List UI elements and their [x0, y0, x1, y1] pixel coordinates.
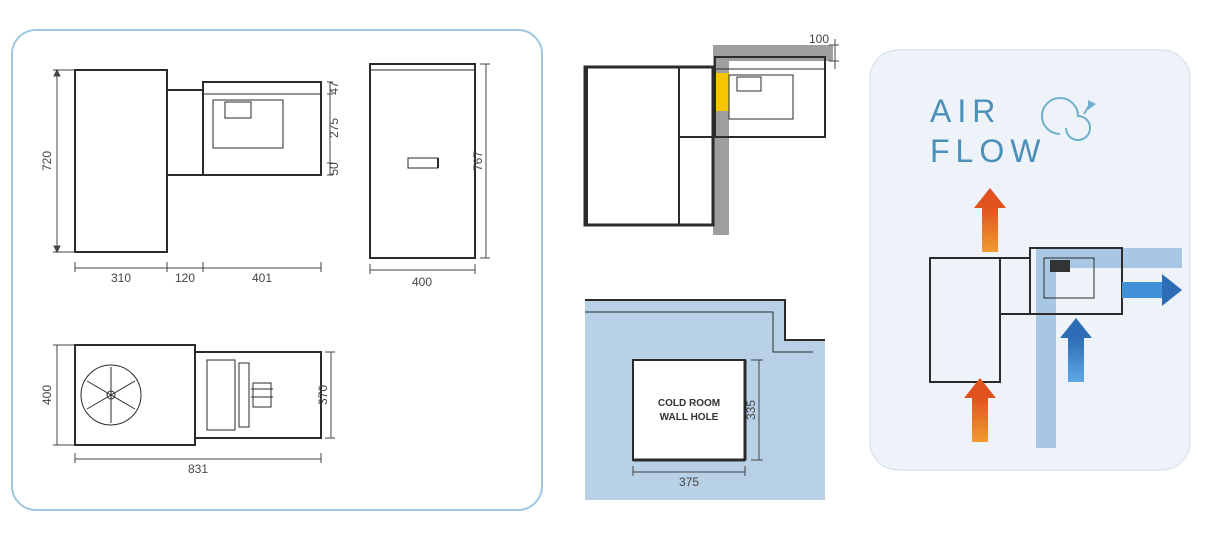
elevation-side: 720 47 275 50 310 120 401: [40, 70, 341, 285]
dim-310: 310: [111, 271, 131, 285]
dim-831: 831: [188, 462, 208, 476]
dim-720: 720: [40, 151, 54, 171]
dim-400-tv: 400: [40, 385, 54, 405]
airflow-panel: AIR FLOW: [870, 50, 1190, 470]
dim-335: 335: [744, 400, 758, 420]
dim-50: 50: [327, 162, 341, 176]
airflow-title-2: FLOW: [930, 133, 1046, 169]
coldroom-label-2: WALL HOLE: [660, 412, 719, 423]
dim-400: 400: [412, 275, 432, 289]
dim-370: 370: [316, 385, 330, 405]
coldroom-label-1: COLD ROOM: [658, 398, 720, 409]
dim-401: 401: [252, 271, 272, 285]
elevation-front: 767 400: [370, 64, 490, 289]
dim-47: 47: [327, 81, 341, 95]
technical-diagram: 720 47 275 50 310 120 401: [0, 0, 1214, 536]
dim-275: 275: [327, 118, 341, 138]
wall-mount-section: 100: [585, 32, 839, 235]
top-view: 400 370 831: [40, 345, 335, 476]
cold-room-hole: COLD ROOM WALL HOLE 335 375: [585, 300, 825, 500]
dim-120: 120: [175, 271, 195, 285]
dim-767: 767: [471, 151, 485, 171]
airflow-title-1: AIR: [930, 93, 1001, 129]
dim-100: 100: [809, 32, 829, 46]
dim-375: 375: [679, 475, 699, 489]
